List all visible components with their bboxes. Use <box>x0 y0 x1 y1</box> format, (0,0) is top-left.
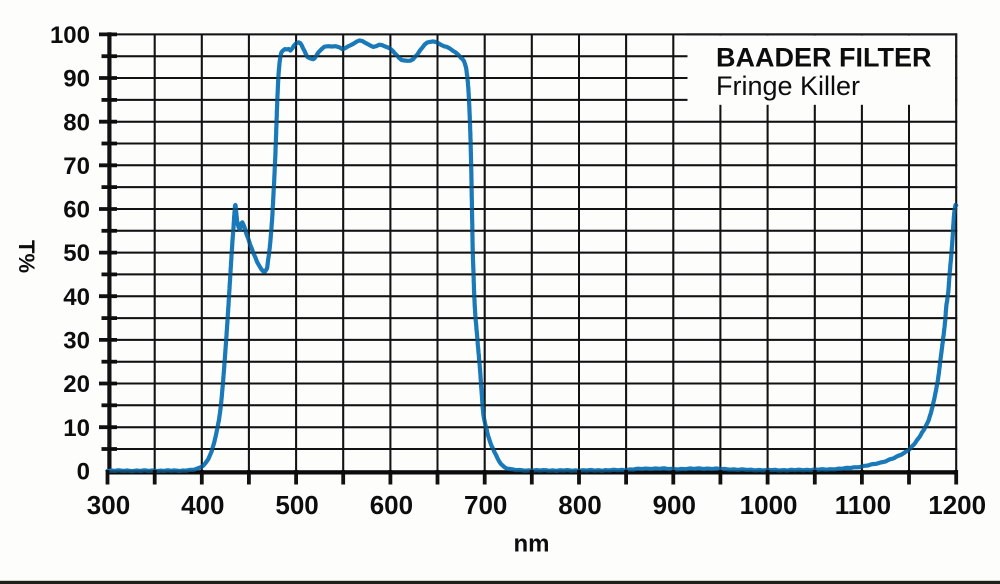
svg-text:1000: 1000 <box>740 490 798 520</box>
svg-text:50: 50 <box>63 240 90 267</box>
svg-text:1200: 1200 <box>928 490 986 520</box>
svg-text:70: 70 <box>63 153 90 180</box>
svg-text:1100: 1100 <box>835 490 891 520</box>
svg-text:BAADER FILTER: BAADER FILTER <box>716 43 932 73</box>
svg-text:80: 80 <box>63 109 90 136</box>
svg-text:30: 30 <box>63 328 90 355</box>
svg-text:40: 40 <box>63 284 90 311</box>
svg-text:T%: T% <box>14 240 39 273</box>
svg-text:0: 0 <box>77 458 90 485</box>
svg-text:Fringe Killer: Fringe Killer <box>716 71 860 101</box>
svg-text:400: 400 <box>181 490 224 520</box>
svg-text:700: 700 <box>464 490 507 520</box>
svg-text:60: 60 <box>63 197 90 224</box>
svg-text:900: 900 <box>653 490 696 520</box>
svg-text:20: 20 <box>63 371 90 398</box>
svg-text:nm: nm <box>514 531 550 558</box>
svg-text:90: 90 <box>63 66 90 93</box>
svg-text:500: 500 <box>275 490 318 520</box>
svg-text:600: 600 <box>370 490 413 520</box>
svg-text:100: 100 <box>50 22 90 49</box>
svg-text:300: 300 <box>87 490 130 520</box>
svg-text:10: 10 <box>63 415 90 442</box>
svg-text:800: 800 <box>558 490 601 520</box>
